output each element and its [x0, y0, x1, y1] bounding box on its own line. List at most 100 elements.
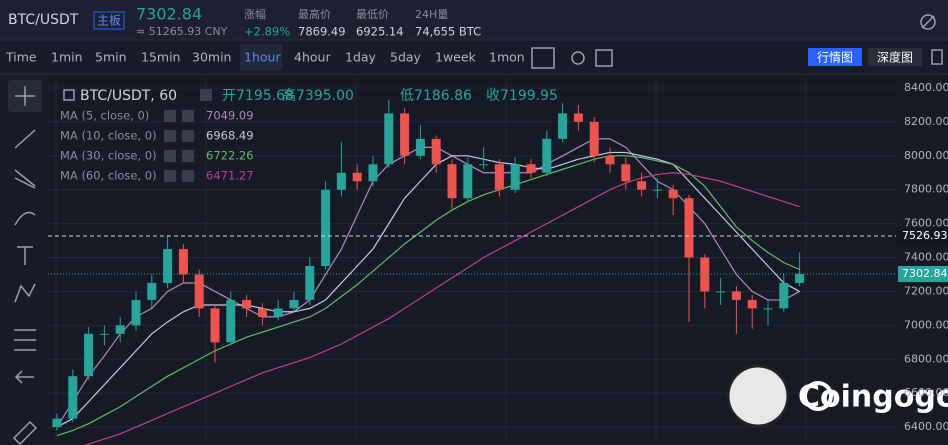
candle-body [731, 291, 741, 300]
ma-line [56, 155, 800, 437]
logo-coin [803, 381, 833, 411]
line-tool[interactable] [14, 129, 36, 149]
interval-button[interactable]: 5min [95, 50, 127, 65]
candle-body [115, 325, 125, 334]
ma-name: MA (60, close, 0) [60, 169, 157, 183]
candle-body [747, 299, 757, 309]
candle-body [668, 189, 678, 199]
stat-value: 6925.14 [356, 25, 404, 39]
candle-body [684, 198, 694, 258]
candle-body [652, 189, 662, 191]
text-tool[interactable] [17, 246, 33, 265]
candle-body [368, 164, 378, 182]
ma-remove[interactable] [182, 110, 194, 122]
view-tab[interactable] [808, 48, 862, 66]
ma-name: MA (5, close, 0) [60, 109, 149, 123]
ma-value: 7049.09 [206, 109, 254, 123]
crosshair-tool[interactable] [15, 86, 35, 106]
ma-remove[interactable] [182, 150, 194, 162]
indicator-icon[interactable] [531, 47, 555, 69]
legend-symbol: BTC/USDT, 60 [80, 88, 177, 104]
candle-body [305, 266, 315, 300]
candle-body [336, 172, 346, 190]
candle-body [384, 113, 394, 165]
price-tick-label: 8400.00 [904, 81, 948, 94]
candle-body [163, 249, 173, 283]
ma-settings[interactable] [164, 150, 176, 162]
settings-icon[interactable] [920, 14, 936, 30]
candle-body [431, 138, 441, 165]
interval-button[interactable]: 15min [141, 50, 180, 65]
intervals: Time 1min 5min 15min 30min 1hour 4hour 1day 5day… [5, 44, 525, 70]
interval-button[interactable]: 1week [435, 50, 477, 65]
interval-button[interactable]: Time [5, 50, 37, 65]
candle-body [84, 333, 94, 377]
measure-tool[interactable] [14, 329, 36, 351]
interval-button[interactable]: 1hour [244, 50, 281, 65]
candle-body [589, 121, 599, 156]
screenshot-icon[interactable] [595, 49, 613, 67]
interval-button[interactable]: 1mon [489, 50, 525, 65]
brush-tool[interactable] [14, 211, 36, 226]
price-tick-label: 8200.00 [904, 115, 948, 128]
interval-button[interactable]: 30min [192, 50, 231, 65]
collapse[interactable] [63, 89, 75, 101]
board: 主板 [97, 14, 121, 28]
interval-bar [0, 40, 948, 74]
price-tick-label: 8000.00 [904, 149, 948, 162]
hide-tool[interactable] [14, 370, 34, 384]
settings-box[interactable] [200, 89, 212, 101]
candle-body [479, 164, 489, 166]
watermark: Coingogo [726, 364, 948, 428]
cny-price: ≈ 51265.93 CNY [136, 25, 228, 38]
candle-body [542, 138, 552, 173]
ma-settings[interactable] [164, 110, 176, 122]
stats: 涨幅 +2.89% 最高价 7869.49 最低价 6925.14 24H量 74,655 B… [244, 7, 481, 39]
pattern-tool[interactable] [14, 283, 36, 303]
view-tab[interactable] [868, 48, 922, 66]
candle-body [147, 282, 157, 300]
active-interval [240, 44, 282, 70]
interval-button[interactable]: 4hour [294, 50, 331, 65]
ma-name: MA (30, close, 0) [60, 149, 157, 163]
ohlc-value: 开7195.68 [222, 88, 294, 104]
fib-tool[interactable] [14, 169, 36, 189]
interval-button[interactable]: 1min [51, 50, 83, 65]
candle-body [400, 113, 410, 156]
view-label[interactable]: 深度图 [877, 50, 913, 65]
candle-body [605, 155, 615, 165]
candle-body [621, 164, 631, 182]
candle-body [210, 308, 220, 343]
stat-label: 最低价 [356, 8, 389, 21]
price-tag-label: 7302.84 [902, 267, 948, 280]
view-label[interactable]: 行情图 [817, 51, 853, 65]
candle-body [573, 113, 583, 122]
candle-body [763, 308, 773, 310]
price-tick-label: 7200.00 [904, 284, 948, 297]
ma-remove[interactable] [182, 170, 194, 182]
candle-body [526, 164, 536, 173]
ma-remove[interactable] [182, 130, 194, 142]
views: 行情图 深度图 [808, 48, 922, 66]
price-tick-label: 7800.00 [904, 183, 948, 196]
ma-settings[interactable] [164, 170, 176, 182]
logo [726, 364, 790, 428]
ma-settings[interactable] [164, 130, 176, 142]
stat-label: 涨幅 [244, 8, 266, 21]
ohlc-value: 低7186.86 [400, 88, 472, 104]
candle-body [779, 282, 789, 309]
settings-button[interactable] [571, 51, 585, 65]
candle-body [226, 299, 236, 343]
price-tick-label: 7600.00 [904, 217, 948, 230]
ruler-tool[interactable] [12, 420, 38, 445]
price-tag [898, 228, 948, 245]
candle-body [463, 164, 473, 199]
interval-button[interactable]: 5day [390, 50, 422, 65]
fullscreen-icon[interactable] [931, 49, 943, 65]
ma-value: 6722.26 [206, 149, 254, 163]
candle-body [700, 257, 710, 292]
ma-name: MA (10, close, 0) [60, 129, 157, 143]
interval-button[interactable]: 1day [345, 50, 377, 65]
